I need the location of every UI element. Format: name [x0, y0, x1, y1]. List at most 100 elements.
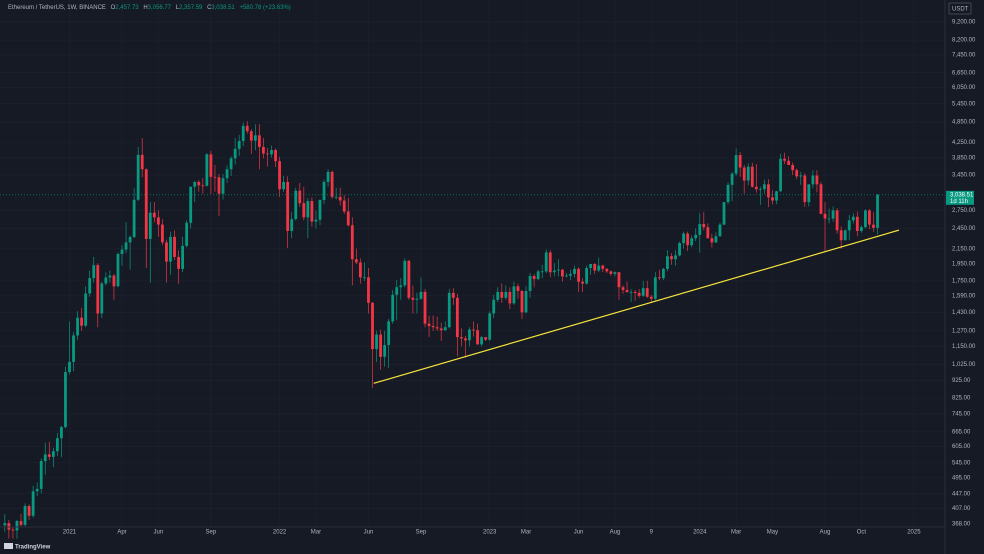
candle-body — [581, 281, 584, 284]
currency-box[interactable] — [948, 2, 972, 15]
candle-body — [674, 255, 677, 260]
candle-body — [322, 181, 326, 200]
brand-logo: TradingView — [4, 543, 51, 551]
candle-body — [100, 283, 104, 314]
candle-body — [682, 233, 685, 244]
candle-body — [585, 268, 589, 284]
candle-body — [245, 125, 249, 132]
candle-body — [302, 203, 306, 218]
candle-body — [472, 329, 475, 331]
candle-body — [629, 291, 633, 293]
candle-body — [605, 268, 609, 272]
candle-body — [625, 290, 629, 292]
candle-body — [694, 234, 698, 239]
candle-body — [855, 216, 859, 231]
x-tick-label: Mar — [521, 530, 531, 536]
candle-body — [399, 285, 403, 288]
candle-body — [253, 135, 257, 141]
candle-body — [771, 197, 774, 201]
candle-body — [589, 263, 593, 269]
x-tick-label: 2025 — [907, 530, 921, 536]
y-tick-label: 3,450.00 — [952, 173, 976, 179]
candle-body — [528, 276, 532, 291]
candle-body — [799, 175, 803, 177]
candle-body — [11, 529, 15, 531]
x-tick-label: May — [767, 530, 778, 536]
candle-body — [262, 146, 265, 154]
last-price-label: 3,038.51 — [950, 192, 974, 198]
y-tick-label: 6,050.00 — [952, 85, 976, 91]
candle-body — [148, 212, 152, 239]
y-tick-label: 1,950.00 — [952, 262, 976, 268]
candle-body — [43, 454, 47, 462]
candle-body — [791, 164, 795, 171]
candle-body — [76, 317, 79, 336]
y-tick-label: 2,750.00 — [952, 208, 976, 214]
candle-body — [556, 269, 560, 271]
candle-body — [3, 523, 7, 526]
y-tick-label: 825.00 — [952, 396, 971, 402]
ohlc-label: H — [143, 5, 147, 11]
candle-body — [839, 230, 843, 241]
candle-body — [864, 210, 867, 228]
candle-body — [532, 276, 536, 280]
candle-body — [64, 372, 67, 428]
candle-body — [722, 202, 726, 225]
candle-body — [108, 275, 112, 278]
candle-body — [609, 271, 613, 274]
candle-body — [371, 302, 374, 350]
candle-body — [617, 272, 621, 288]
candle-body — [851, 216, 855, 221]
y-tick-label: 495.00 — [952, 475, 971, 481]
x-tick-label: Mar — [311, 530, 321, 536]
y-tick-label: 407.00 — [952, 506, 971, 512]
candle-body — [500, 291, 504, 298]
candle-body — [225, 169, 229, 179]
candle-body — [633, 291, 637, 293]
candle-body — [843, 230, 847, 241]
candle-body — [229, 158, 233, 170]
candle-body — [128, 237, 132, 243]
candle-body — [476, 330, 479, 345]
y-tick-label: 368.00 — [952, 522, 971, 528]
candle-body — [23, 506, 27, 525]
candle-body — [524, 290, 528, 313]
candle-body — [754, 186, 758, 190]
candle-body — [306, 201, 310, 218]
candle-body — [560, 269, 564, 277]
candle-body — [746, 166, 750, 181]
candle-body — [116, 254, 120, 287]
candle-body — [391, 294, 395, 322]
candle-body — [221, 178, 225, 194]
candle-body — [690, 238, 694, 246]
candle-body — [363, 277, 366, 279]
candle-body — [84, 293, 88, 326]
candle-body — [451, 292, 455, 298]
candle-body — [496, 291, 500, 300]
x-tick-label: Aug — [820, 530, 831, 536]
candle-body — [367, 277, 370, 303]
candle-body — [831, 210, 835, 219]
candle-body — [726, 184, 730, 203]
candle-body — [144, 169, 148, 239]
candle-body — [795, 170, 799, 177]
x-tick-label: Apr — [117, 530, 126, 536]
candle-body — [68, 361, 71, 373]
candle-body — [718, 224, 722, 237]
change: +580.78 (+23.63%) — [239, 5, 290, 11]
candle-body — [876, 194, 879, 228]
y-tick-label: 1,025.00 — [952, 362, 976, 368]
candle-body — [488, 313, 492, 340]
candle-body — [508, 291, 512, 304]
x-tick-label: Sep — [206, 530, 217, 536]
candle-body — [342, 200, 346, 212]
candle-body — [213, 176, 217, 178]
candle-body — [60, 427, 63, 439]
candle-body — [407, 260, 411, 298]
candle-body — [480, 337, 483, 345]
candle-body — [827, 218, 831, 220]
candle-body — [775, 191, 778, 201]
countdown: 1d 11h — [950, 199, 968, 205]
y-tick-label: 545.00 — [952, 460, 971, 466]
